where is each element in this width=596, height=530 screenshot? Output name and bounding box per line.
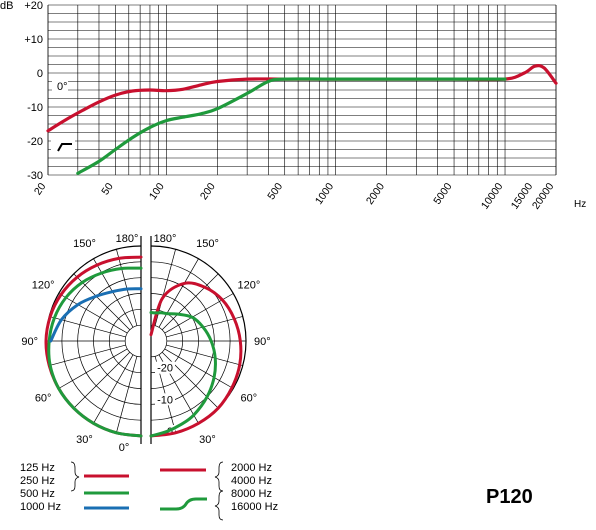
freq-ytick-label: 0 xyxy=(37,68,43,80)
polar-angle-label: 60° xyxy=(241,393,258,405)
polar-ring xyxy=(150,261,231,421)
inset-filter-box xyxy=(51,136,75,156)
polar-angle-label: 0° xyxy=(119,442,130,454)
polar-spoke xyxy=(93,258,134,328)
legend-label-1000hz: 1000 Hz xyxy=(20,501,61,513)
polar-spoke xyxy=(161,351,219,409)
polar-radial-label: -10 xyxy=(157,394,173,406)
model-name: P120 xyxy=(486,486,533,508)
polar-spoke xyxy=(158,354,199,424)
freq-ytick-label: +20 xyxy=(24,0,43,12)
polar-radial-label-bg xyxy=(155,361,175,374)
legend-brace-right-2 xyxy=(214,490,224,521)
freq-xtick-label: 200 xyxy=(198,181,218,202)
polar-ring xyxy=(61,261,142,421)
polar-ring xyxy=(125,324,142,358)
legend-swatch-8000-16000 xyxy=(160,497,207,511)
polar-ring xyxy=(93,293,142,389)
polar-angle-label: 120° xyxy=(32,280,55,292)
freq-grid xyxy=(47,4,557,176)
highpass-filter-icon xyxy=(57,143,72,152)
polar-spoke xyxy=(93,354,134,424)
polar-ring xyxy=(150,293,199,389)
polar-angle-label: 30° xyxy=(199,434,216,446)
polar-series-125-250 xyxy=(44,255,143,438)
legend-label-125hz: 125 Hz xyxy=(20,462,55,474)
polar-radial-label: 0 xyxy=(167,426,173,438)
polar-angle-label: 150° xyxy=(73,238,96,250)
polar-angle-label: 180° xyxy=(154,233,177,245)
polar-spoke xyxy=(158,258,199,328)
polar-ring xyxy=(150,324,167,358)
polar-spoke xyxy=(116,249,138,326)
polar-spoke xyxy=(166,316,243,338)
legend-brace-right-1 xyxy=(214,461,224,492)
polar-radial-label-bg xyxy=(155,393,175,406)
polar-grid xyxy=(45,236,247,444)
polar-angle-label: 120° xyxy=(237,280,260,292)
freq-ytick-label: -30 xyxy=(27,170,43,182)
freq-xlabel: Hz xyxy=(574,199,586,210)
freq-xtick-label: 1000 xyxy=(313,181,336,207)
polar-radial-label: -20 xyxy=(157,363,173,375)
freq-xtick-label: 50 xyxy=(99,181,116,198)
polar-series-500 xyxy=(47,266,143,438)
freq-ytick-label: -20 xyxy=(27,136,43,148)
polar-ring xyxy=(150,308,184,374)
polar-spoke xyxy=(164,348,234,389)
polar-angle-label: 90° xyxy=(254,336,271,348)
polar-spoke xyxy=(49,316,126,338)
legend-label-250hz: 250 Hz xyxy=(20,475,55,487)
freq-xtick-label: 500 xyxy=(265,181,285,202)
legend-brace-left xyxy=(70,461,80,492)
polar-spoke xyxy=(116,356,138,433)
polar-ring xyxy=(45,245,142,437)
polar-spoke xyxy=(164,293,234,334)
polar-angle-label: 90° xyxy=(21,336,38,348)
polar-series-2000-4000 xyxy=(149,281,243,438)
freq-ytick-label: +10 xyxy=(24,34,43,46)
freq-series-green xyxy=(76,77,507,175)
polar-spoke xyxy=(166,344,243,366)
freq-ytick-label: -10 xyxy=(27,102,43,114)
polar-ring xyxy=(77,277,142,405)
polar-ring xyxy=(150,277,215,405)
legend-label-8000hz: 8000 Hz xyxy=(231,488,272,500)
inset-angle-label: 0° xyxy=(57,81,68,93)
polar-spoke xyxy=(49,344,126,366)
polar-spoke xyxy=(154,249,176,326)
polar-series-1000 xyxy=(49,287,143,343)
freq-xtick-label: 20 xyxy=(32,181,49,198)
polar-spoke xyxy=(154,356,176,433)
polar-spoke xyxy=(161,273,219,331)
polar-spoke xyxy=(73,273,131,331)
freq-series-red xyxy=(46,64,558,133)
legend-label-500hz: 500 Hz xyxy=(20,488,55,500)
legend-label-16000hz: 16000 Hz xyxy=(231,501,278,513)
freq-xtick-label: 2000 xyxy=(364,181,387,207)
polar-angle-label: 180° xyxy=(116,233,139,245)
polar-ring xyxy=(150,245,247,437)
polar-angle-label: 30° xyxy=(76,434,93,446)
polar-ring xyxy=(108,308,142,374)
freq-ylabel: dB xyxy=(0,0,13,12)
polar-angle-label: 60° xyxy=(35,393,52,405)
freq-xtick-label: 100 xyxy=(147,181,167,202)
polar-series-8000-16000 xyxy=(149,311,217,438)
polar-spoke xyxy=(58,293,128,334)
legend-label-2000hz: 2000 Hz xyxy=(231,462,272,474)
legend-label-4000hz: 4000 Hz xyxy=(231,475,272,487)
polar-spoke xyxy=(58,348,128,389)
freq-xtick-label: 10000 xyxy=(479,181,506,212)
freq-xtick-label: 20000 xyxy=(530,181,557,212)
polar-radial-label-bg xyxy=(155,425,175,437)
polar-angle-label: 150° xyxy=(196,238,219,250)
polar-spoke xyxy=(73,351,131,409)
inset-angle-box xyxy=(52,77,68,95)
freq-xtick-label: 5000 xyxy=(431,181,454,207)
